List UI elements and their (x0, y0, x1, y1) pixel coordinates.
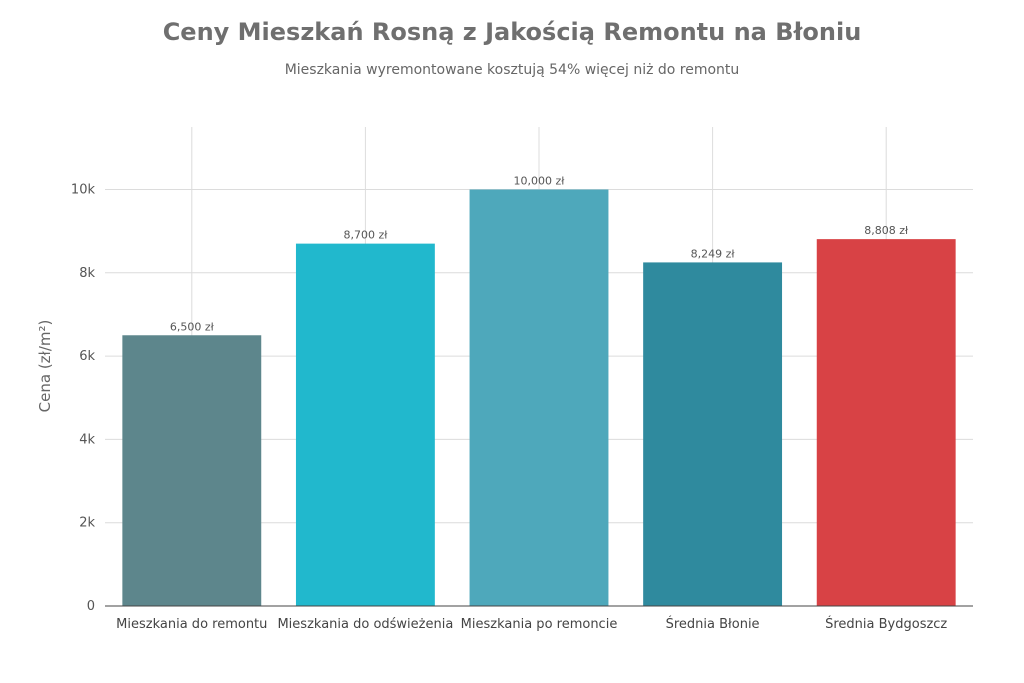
bar (643, 262, 783, 606)
bar-data-label: 8,808 zł (864, 224, 909, 237)
y-axis-label: Cena (zł/m²) (36, 320, 54, 413)
bar-data-label: 8,249 zł (691, 247, 736, 260)
x-tick-label: Średnia Błonie (666, 616, 760, 632)
x-tick-label: Mieszkania do remontu (116, 617, 267, 632)
bar (295, 243, 435, 606)
chart-title: Ceny Mieszkań Rosną z Jakością Remontu n… (162, 18, 862, 46)
bar (469, 189, 609, 606)
bar (122, 335, 262, 606)
y-tick-label: 2k (79, 516, 95, 531)
chart-subtitle: Mieszkania wyremontowane kosztują 54% wi… (284, 62, 740, 78)
y-tick-label: 4k (79, 432, 95, 447)
x-tick-label: Mieszkania do odświeżenia (277, 617, 453, 632)
x-tick-label: Mieszkania po remoncie (461, 617, 618, 632)
bar-data-label: 6,500 zł (170, 320, 215, 333)
y-tick-label: 6k (79, 349, 95, 364)
bar (816, 239, 956, 606)
y-tick-label: 0 (87, 599, 95, 614)
bar-data-label: 8,700 zł (343, 229, 388, 242)
y-tick-label: 10k (71, 182, 96, 197)
x-tick-label: Średnia Bydgoszcz (825, 616, 947, 632)
bar-data-label: 10,000 zł (514, 174, 566, 187)
y-tick-label: 8k (79, 266, 95, 281)
